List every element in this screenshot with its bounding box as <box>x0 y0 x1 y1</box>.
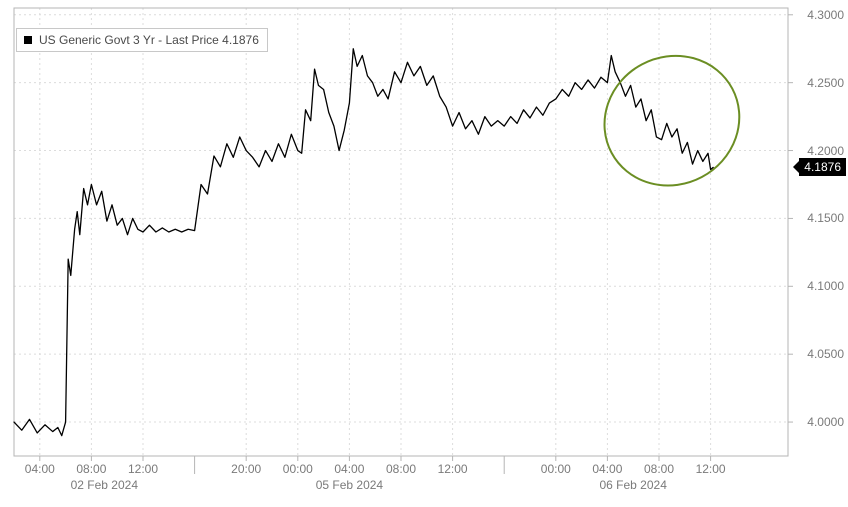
y-axis-label: 4.1000 <box>807 279 844 293</box>
x-axis-time-label: 00:00 <box>283 462 313 476</box>
yield-chart: US Generic Govt 3 Yr - Last Price 4.1876… <box>0 0 848 507</box>
chart-svg <box>0 0 848 507</box>
x-axis-date-label: 05 Feb 2024 <box>316 478 383 492</box>
last-price-value: 4.1876 <box>804 160 841 174</box>
x-axis-time-label: 12:00 <box>438 462 468 476</box>
y-axis-label: 4.2500 <box>807 76 844 90</box>
x-axis-date-label: 06 Feb 2024 <box>599 478 666 492</box>
x-axis-time-label: 04:00 <box>592 462 622 476</box>
legend-text: US Generic Govt 3 Yr - Last Price 4.1876 <box>39 33 259 47</box>
x-axis-time-label: 12:00 <box>128 462 158 476</box>
last-price-flag: 4.1876 <box>799 158 846 176</box>
x-axis-time-label: 04:00 <box>334 462 364 476</box>
x-axis-date-label: 02 Feb 2024 <box>71 478 138 492</box>
x-axis-time-label: 12:00 <box>696 462 726 476</box>
y-axis-label: 4.2000 <box>807 144 844 158</box>
legend-marker-icon <box>23 35 33 45</box>
x-axis-time-label: 08:00 <box>76 462 106 476</box>
x-axis-time-label: 20:00 <box>231 462 261 476</box>
y-axis-label: 4.1500 <box>807 211 844 225</box>
x-axis-time-label: 08:00 <box>386 462 416 476</box>
y-axis-label: 4.0500 <box>807 347 844 361</box>
y-axis-label: 4.0000 <box>807 415 844 429</box>
x-axis-time-label: 04:00 <box>25 462 55 476</box>
x-axis-time-label: 08:00 <box>644 462 674 476</box>
legend: US Generic Govt 3 Yr - Last Price 4.1876 <box>16 28 268 52</box>
y-axis-label: 4.3000 <box>807 8 844 22</box>
x-axis-time-label: 00:00 <box>541 462 571 476</box>
